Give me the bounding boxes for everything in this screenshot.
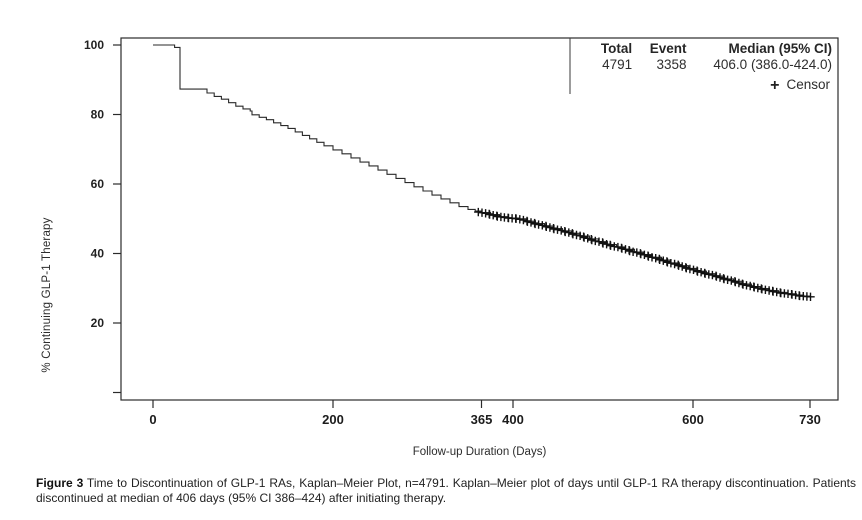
stats-inset: Total Event Median (95% CI) 4791 3358 40… [584,41,832,95]
stats-header-row: Total Event Median (95% CI) [584,41,832,58]
x-axis-label: Follow-up Duration (Days) [412,446,547,458]
censor-plus-icon: + [770,76,780,94]
y-tick-label: 80 [91,108,105,122]
figure-caption: Figure 3 Time to Discontinuation of GLP-… [36,476,856,507]
x-tick-label: 200 [322,412,344,427]
figure-caption-label: Figure 3 [36,476,84,490]
x-tick-label: 0 [149,412,156,427]
x-tick-label: 730 [799,412,821,427]
censor-marks [474,207,815,301]
censor-label: Censor [786,76,830,92]
y-tick-label: 60 [91,177,105,191]
x-tick-label: 600 [682,412,704,427]
y-tick-label: 20 [91,316,105,330]
stats-header-total: Total [600,41,633,56]
stats-value-event: 3358 [656,56,687,72]
stats-header-median: Median (95% CI) [728,41,832,56]
y-tick-label: 40 [91,247,105,261]
x-tick-label: 365 [471,412,493,427]
stats-value-total: 4791 [602,56,633,72]
plot-frame [120,37,839,401]
stats-value-row: 4791 3358 406.0 (386.0-424.0) [584,56,832,74]
figure-caption-text: Time to Discontinuation of GLP-1 RAs, Ka… [36,476,857,506]
stats-value-median: 406.0 (386.0-424.0) [713,56,832,72]
y-tick-label: 100 [84,38,104,52]
censor-legend: + Censor [584,77,832,95]
stats-table: Total Event Median (95% CI) 4791 3358 40… [584,41,832,74]
y-axis-label: % Continuing GLP-1 Therapy [41,217,53,373]
stats-header-event: Event [649,41,687,56]
x-tick-label: 400 [502,412,524,427]
